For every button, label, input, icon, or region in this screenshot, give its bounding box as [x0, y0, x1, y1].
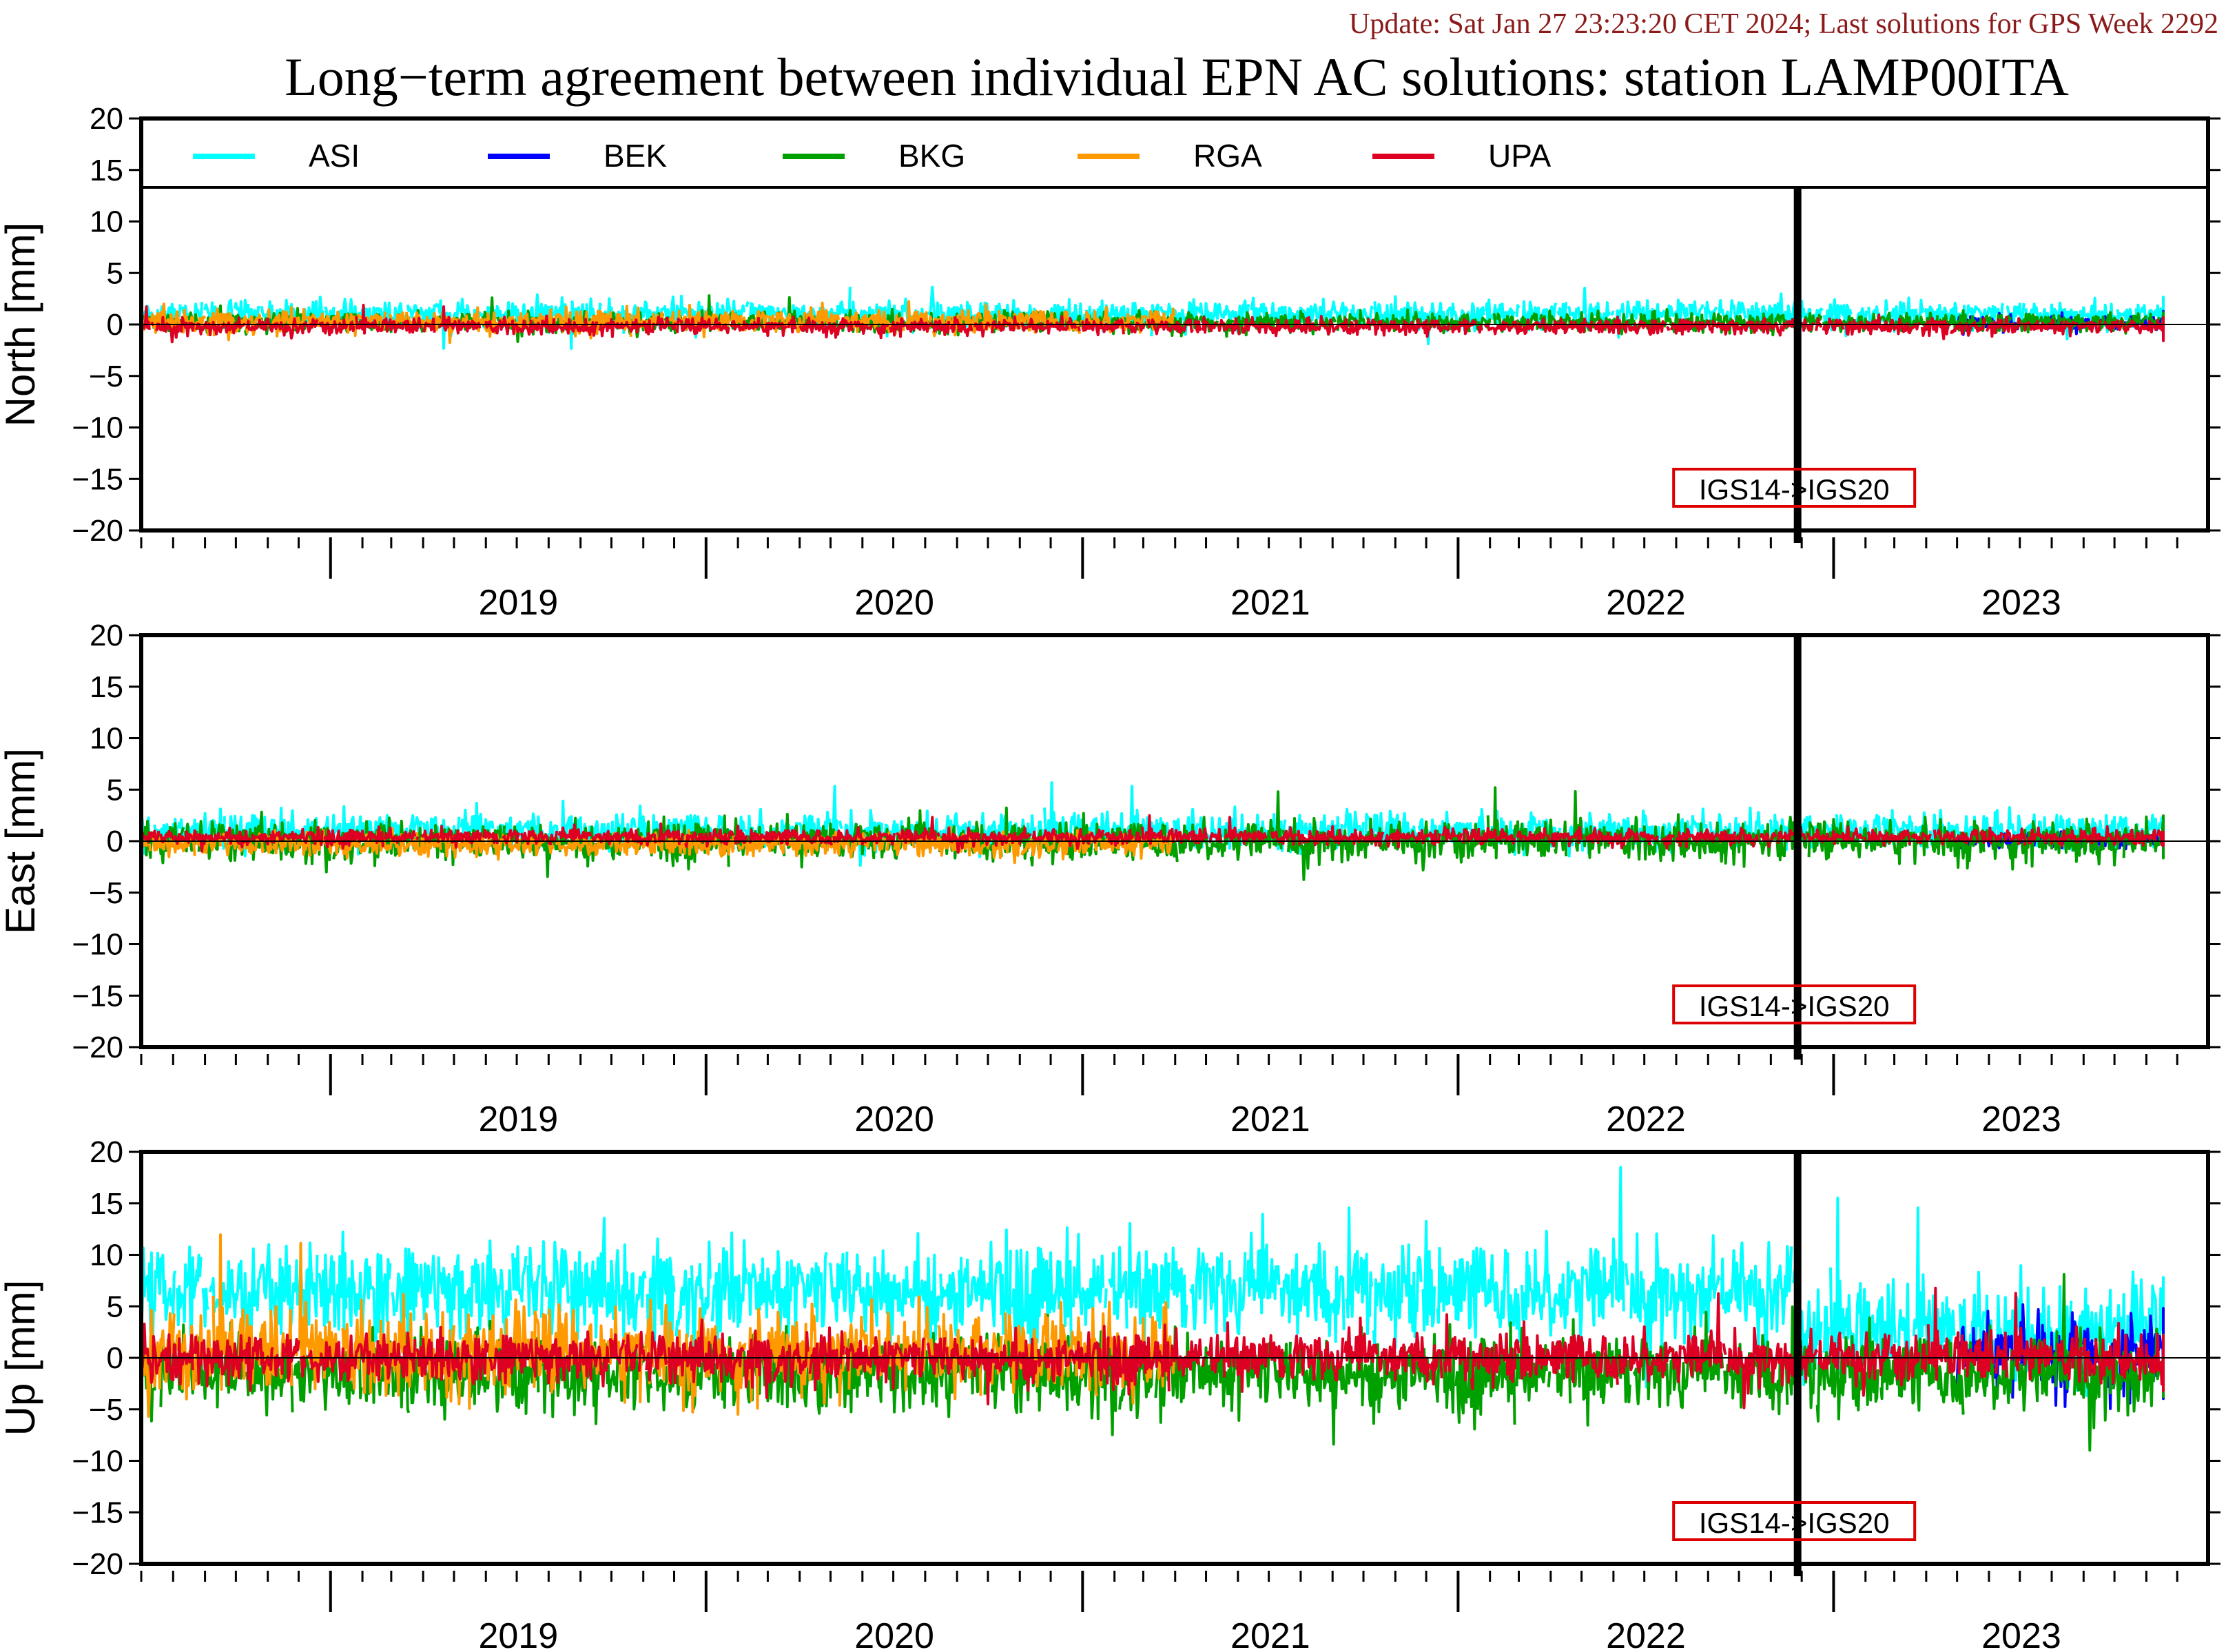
- x-tick-label: 2019: [478, 1099, 558, 1139]
- frame-change-box: [1672, 468, 1917, 508]
- legend-label-bkg: BKG: [898, 138, 965, 174]
- y-tick-label: −5: [89, 876, 123, 910]
- x-tick-label: 2019: [478, 583, 558, 623]
- frame-change-label: IGS14->IGS20: [1699, 1507, 1890, 1539]
- y-tick-label: 10: [90, 205, 123, 239]
- x-tick-label: 2021: [1230, 1099, 1310, 1139]
- y-tick-label: −10: [72, 928, 123, 962]
- legend-label-asi: ASI: [309, 138, 360, 174]
- x-tick-label: 2023: [1981, 583, 2061, 623]
- legend: ASI BEK BKG RGA UPA: [193, 138, 1551, 174]
- frame-change-box: [1672, 984, 1917, 1024]
- y-tick-label: −20: [72, 1031, 123, 1064]
- y-tick-label: −15: [72, 1496, 123, 1529]
- y-tick-label: 20: [90, 1135, 123, 1169]
- y-tick-label: −20: [72, 514, 123, 548]
- x-tick-label: 2021: [1230, 1616, 1310, 1652]
- chart-title: Long−term agreement between individual E…: [285, 47, 2069, 107]
- y-tick-label: 10: [90, 722, 123, 756]
- y-tick-label: 15: [90, 670, 123, 704]
- x-tick-label: 2022: [1606, 1099, 1686, 1139]
- series-line-upa: [140, 1286, 2165, 1410]
- x-tick-label: 2022: [1606, 1616, 1686, 1652]
- frame-change-box: [1672, 1501, 1917, 1541]
- series-line-rga: [140, 825, 1173, 865]
- y-tick-label: −15: [72, 979, 123, 1013]
- x-tick-label: 2023: [1981, 1099, 2061, 1139]
- panel-up: IGS14->IGS20 20 15 10 5 0 −5 −10 −15 −20 Up [mm] 20…: [0, 1135, 2220, 1652]
- y-axis-label: East [mm]: [0, 748, 43, 934]
- y-tick-label: 5: [107, 1290, 123, 1323]
- x-tick-label: 2020: [854, 1616, 934, 1652]
- y-tick-label: 20: [90, 102, 123, 136]
- legend-label-rga: RGA: [1193, 138, 1262, 174]
- series-line-upa: [141, 814, 2165, 854]
- y-tick-label: −20: [72, 1547, 123, 1581]
- y-tick-label: −15: [72, 462, 123, 496]
- y-tick-label: 0: [107, 308, 123, 342]
- frame-change-label: IGS14->IGS20: [1699, 473, 1890, 506]
- y-axis-label: Up [mm]: [0, 1280, 43, 1436]
- y-tick-label: 0: [107, 825, 123, 858]
- x-tick-label: 2023: [1981, 1616, 2061, 1652]
- update-timestamp: Update: Sat Jan 27 23:23:20 CET 2024; La…: [1349, 8, 2218, 40]
- legend-label-upa: UPA: [1488, 138, 1551, 174]
- y-tick-label: 15: [90, 154, 123, 187]
- y-axis-label: North [mm]: [0, 223, 43, 427]
- y-tick-label: −10: [72, 1445, 123, 1478]
- x-tick-label: 2019: [478, 1616, 558, 1652]
- y-tick-label: −10: [72, 411, 123, 445]
- legend-label-bek: BEK: [604, 138, 667, 174]
- x-tick-label: 2020: [854, 583, 934, 623]
- y-tick-label: 5: [107, 256, 123, 290]
- panel-east: IGS14->IGS20 20 15 10 5 0 −5 −10 −15 −20 East [mm]…: [0, 619, 2220, 1139]
- panel-north: IGS14->IGS20 20 15 10 5 0 −5 −10 −15 −20 North [mm…: [0, 102, 2220, 623]
- frame-change-label: IGS14->IGS20: [1699, 990, 1890, 1022]
- x-tick-label: 2022: [1606, 583, 1686, 623]
- y-tick-label: 20: [90, 619, 123, 652]
- y-tick-label: 0: [107, 1341, 123, 1375]
- x-tick-label: 2020: [854, 1099, 934, 1139]
- y-tick-label: 15: [90, 1187, 123, 1221]
- x-tick-label: 2021: [1230, 583, 1310, 623]
- y-tick-label: 5: [107, 773, 123, 807]
- y-tick-label: 10: [90, 1239, 123, 1272]
- y-tick-label: −5: [89, 360, 123, 393]
- y-tick-label: −5: [89, 1393, 123, 1427]
